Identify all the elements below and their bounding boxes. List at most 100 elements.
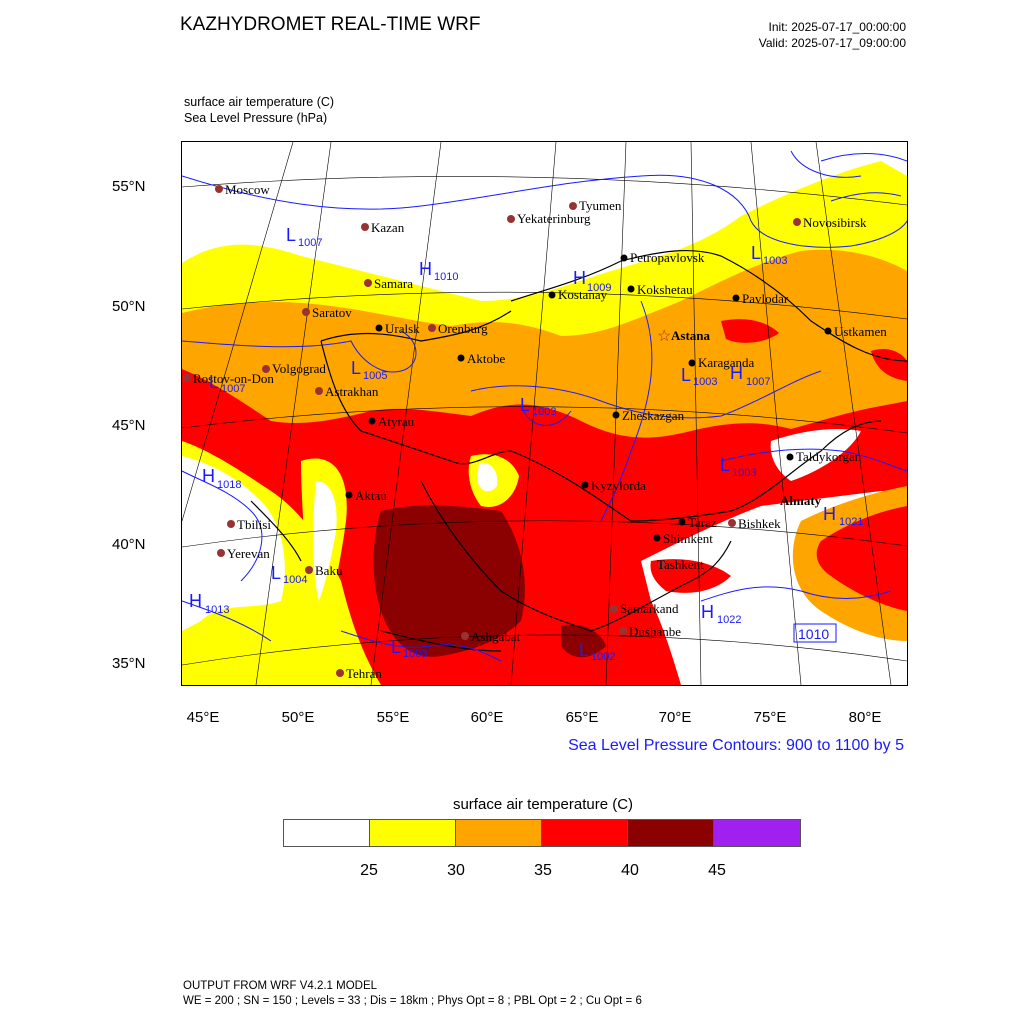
low-marker: L <box>286 225 296 245</box>
pressure-value: 1021 <box>839 516 863 528</box>
city-label-yekaterinburg: Yekaterinburg <box>517 211 591 226</box>
city-label-baku: Baku <box>315 563 343 578</box>
city-dot <box>688 359 696 367</box>
city-label-yerevan: Yerevan <box>227 546 270 561</box>
city-label-karaganda: Karaganda <box>698 355 755 370</box>
city-markers: ☆ <box>183 185 832 677</box>
lon-label: 60°E <box>470 709 504 726</box>
city-label-bishkek: Bishkek <box>738 516 781 531</box>
low-marker: L <box>579 640 589 660</box>
city-dot <box>262 365 270 373</box>
high-marker: H <box>573 268 586 288</box>
low-marker: L <box>271 563 281 583</box>
lat-label: 55°N <box>112 178 146 195</box>
city-labels: Moscow Kazan Tyumen Yekaterinburg Novosi… <box>193 182 887 681</box>
legend-swatch <box>542 820 628 846</box>
city-dot <box>457 354 465 362</box>
field-label-pressure: Sea Level Pressure (hPa) <box>184 111 328 125</box>
city-label-shymkent: Shimkent <box>663 531 713 546</box>
lat-label: 35°N <box>112 655 146 672</box>
city-label-kokshetau: Kokshetau <box>637 282 693 297</box>
city-dot <box>581 481 589 489</box>
pressure-value: 1003 <box>532 406 556 418</box>
city-dot <box>302 308 310 316</box>
pressure-value: 1002 <box>591 651 615 663</box>
city-dot <box>732 294 740 302</box>
graticule <box>182 142 907 685</box>
valid-time: Valid: 2025-07-17_09:00:00 <box>758 36 906 50</box>
pressure-box-label: 1010 <box>798 626 829 642</box>
pressure-value: 1007 <box>298 237 322 249</box>
high-marker: H <box>730 363 743 383</box>
city-dot <box>315 387 323 395</box>
high-marker: H <box>202 466 215 486</box>
city-label-samarkand: Samarkand <box>620 601 679 616</box>
footer-line-1: OUTPUT FROM WRF V4.2.1 MODEL <box>183 980 378 992</box>
city-label-kostanay: Kostanay <box>558 287 608 302</box>
city-dot <box>217 549 225 557</box>
city-dot <box>627 285 635 293</box>
city-dot <box>368 417 376 425</box>
pressure-value: 1013 <box>205 604 229 616</box>
pressure-value: 1018 <box>217 479 241 491</box>
pressure-value: 1003 <box>732 467 756 479</box>
pressure-value: 1003 <box>693 376 717 388</box>
city-label-taraz: Taraz <box>688 515 717 530</box>
legend-swatch <box>370 820 456 846</box>
lat-label: 40°N <box>112 536 146 553</box>
init-time: Init: 2025-07-17_00:00:00 <box>768 20 906 34</box>
city-label-tehran: Tehran <box>346 666 382 681</box>
low-marker: L <box>391 637 401 657</box>
city-label-volgograd: Volgograd <box>272 361 326 376</box>
temp-zone-40-45 <box>373 505 525 657</box>
high-marker: H <box>189 591 202 611</box>
city-dot <box>619 627 627 635</box>
high-marker: H <box>823 504 836 524</box>
city-label-astana: Astana <box>671 328 711 343</box>
map-panel: ☆ Moscow Kazan Tyumen Yekaterinburg Novo… <box>181 141 908 686</box>
city-dot <box>227 520 235 528</box>
lon-label: 65°E <box>565 709 599 726</box>
city-dot <box>612 411 620 419</box>
astana-star-icon: ☆ <box>657 328 671 345</box>
city-label-rostov: Rostov-on-Don <box>193 371 274 386</box>
pressure-value: 1007 <box>746 376 770 388</box>
city-dot <box>569 202 577 210</box>
lon-label: 80°E <box>848 709 882 726</box>
pressure-value: 1003 <box>403 648 427 660</box>
city-label-astrakhan: Astrakhan <box>325 384 379 399</box>
city-dot <box>461 632 469 640</box>
legend-label: 45 <box>708 862 726 879</box>
city-label-kazan: Kazan <box>371 220 405 235</box>
legend-colorbar <box>283 819 801 847</box>
city-dot <box>620 254 628 262</box>
pressure-value: 1009 <box>587 282 611 294</box>
lon-label: 45°E <box>186 709 220 726</box>
lon-label: 55°E <box>376 709 410 726</box>
city-dot <box>824 327 832 335</box>
city-label-petropavlovsk: Petropavlovsk <box>630 250 705 265</box>
city-dot <box>305 566 313 574</box>
legend-swatch <box>714 820 800 846</box>
pressure-value: 1022 <box>717 614 741 626</box>
legend-swatch <box>628 820 714 846</box>
lat-label: 45°N <box>112 417 146 434</box>
page-title: KAZHYDROMET REAL-TIME WRF <box>180 14 481 35</box>
temperature-map: ☆ Moscow Kazan Tyumen Yekaterinburg Novo… <box>182 142 907 685</box>
pressure-value: 1004 <box>283 574 307 586</box>
city-label-tyumen: Tyumen <box>579 198 622 213</box>
city-dot <box>364 279 372 287</box>
pressure-value: 1007 <box>221 383 245 395</box>
legend-label: 40 <box>621 862 639 879</box>
low-marker: L <box>681 365 691 385</box>
low-marker: L <box>351 358 361 378</box>
lon-label: 50°E <box>281 709 315 726</box>
city-label-dushanbe: Dushanbe <box>629 624 681 639</box>
city-dot <box>336 669 344 677</box>
legend-label: 30 <box>447 862 465 879</box>
pressure-value: 1010 <box>434 271 458 283</box>
low-marker: L <box>520 395 530 415</box>
city-dot <box>658 561 666 569</box>
lon-label: 75°E <box>753 709 787 726</box>
low-marker: L <box>720 455 730 475</box>
